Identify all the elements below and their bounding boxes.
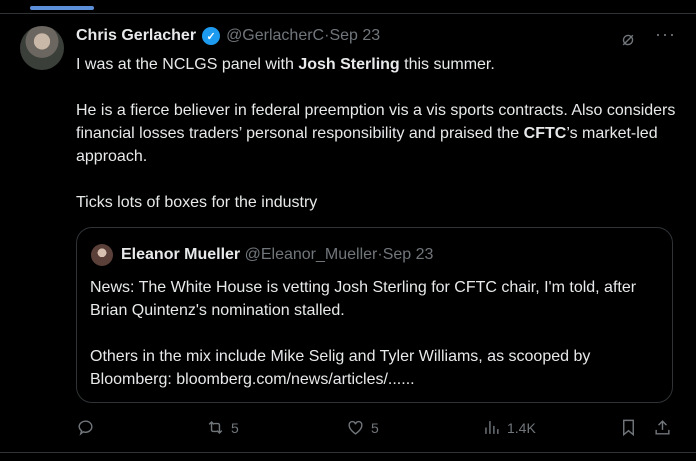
active-tab-indicator	[30, 6, 94, 10]
like-button[interactable]: 5	[346, 418, 379, 437]
grok-icon[interactable]: ⌀	[622, 28, 635, 50]
repost-icon	[208, 420, 223, 435]
repost-count: 5	[231, 419, 239, 436]
views-icon	[485, 421, 499, 434]
view-count: 1.4K	[507, 419, 536, 436]
separator: ·	[324, 27, 330, 44]
quote-avatar	[91, 244, 113, 266]
mention-cftc: CFTC	[523, 125, 567, 142]
quote-header: Eleanor Mueller @Eleanor_Mueller · Sep 2…	[91, 244, 433, 266]
divider	[0, 452, 696, 453]
quote-date: Sep 23	[382, 246, 434, 263]
mention-josh-sterling: Josh Sterling	[298, 56, 400, 73]
views-button[interactable]: 1.4K	[482, 418, 536, 437]
quote-text: News: The White House is vetting Josh St…	[90, 279, 637, 388]
author-handle[interactable]: @GerlacherC	[226, 27, 325, 44]
action-bar: 5 5 1.4K	[76, 418, 676, 442]
author-name[interactable]: Chris Gerlacher	[76, 27, 197, 44]
more-icon[interactable]: ···	[655, 24, 676, 44]
reply-icon	[78, 420, 93, 436]
verified-badge-icon: ✓	[202, 27, 221, 45]
tweet-text: I was at the NCLGS panel with Josh Sterl…	[76, 56, 676, 211]
heart-icon	[348, 420, 363, 435]
tweet-header: Chris Gerlacher ✓ @GerlacherC · Sep 23	[76, 27, 380, 45]
quoted-tweet[interactable]: Eleanor Mueller @Eleanor_Mueller · Sep 2…	[76, 227, 673, 403]
repost-button[interactable]: 5	[206, 418, 239, 437]
tweet-date[interactable]: Sep 23	[329, 27, 381, 44]
divider	[0, 13, 696, 14]
bookmark-button[interactable]	[619, 418, 638, 437]
quote-handle: @Eleanor_Mueller	[244, 246, 378, 263]
share-button[interactable]	[653, 418, 672, 437]
like-count: 5	[371, 419, 379, 436]
bookmark-icon	[623, 419, 634, 437]
reply-button[interactable]	[76, 418, 101, 437]
avatar[interactable]	[20, 26, 64, 70]
separator: ·	[377, 246, 383, 263]
quote-author-name: Eleanor Mueller	[121, 246, 241, 263]
share-icon	[655, 420, 670, 435]
